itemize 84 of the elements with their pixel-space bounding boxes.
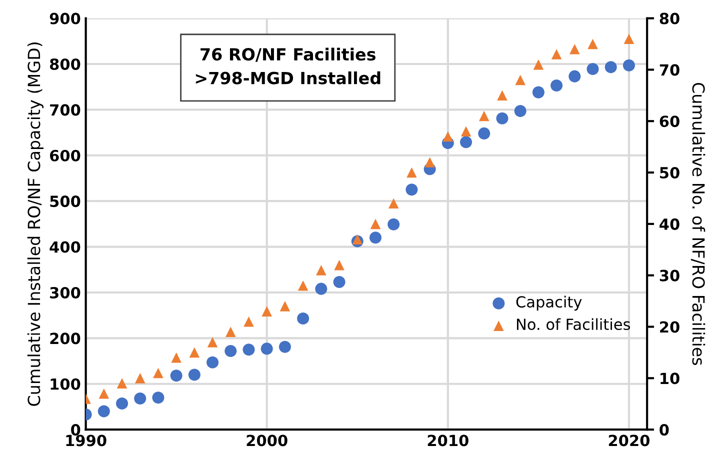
point bbox=[406, 167, 417, 178]
y2-tick-label: 30 bbox=[660, 270, 680, 282]
point bbox=[333, 276, 346, 288]
point bbox=[134, 392, 146, 405]
point bbox=[369, 232, 382, 244]
y-tick-label: 500 bbox=[50, 196, 80, 208]
point bbox=[98, 405, 110, 418]
y-tick-label: 0 bbox=[71, 424, 80, 436]
point bbox=[532, 86, 544, 98]
y2-tick-label: 60 bbox=[660, 116, 680, 128]
point bbox=[262, 306, 272, 316]
point bbox=[315, 282, 328, 295]
point bbox=[98, 388, 110, 399]
point bbox=[550, 79, 563, 92]
point bbox=[442, 131, 454, 142]
y2-tick-label: 70 bbox=[660, 64, 680, 76]
point bbox=[388, 218, 400, 230]
point bbox=[352, 234, 363, 245]
point bbox=[514, 105, 526, 118]
point bbox=[533, 59, 544, 70]
point bbox=[388, 198, 399, 209]
point bbox=[316, 265, 326, 276]
point bbox=[134, 373, 146, 384]
point bbox=[334, 260, 344, 270]
point bbox=[206, 356, 219, 368]
point bbox=[207, 337, 218, 348]
point bbox=[604, 61, 617, 74]
point bbox=[460, 126, 472, 137]
point bbox=[189, 347, 200, 358]
point bbox=[588, 38, 598, 50]
y-tick-label: 200 bbox=[50, 332, 80, 344]
y2-tick-label: 10 bbox=[660, 372, 680, 384]
legend-label: Capacity bbox=[516, 296, 582, 311]
point bbox=[568, 70, 581, 82]
point bbox=[171, 352, 182, 363]
point bbox=[297, 312, 310, 325]
point bbox=[116, 378, 128, 388]
point bbox=[570, 44, 580, 54]
point bbox=[551, 49, 562, 60]
point bbox=[224, 344, 237, 357]
y-axis-title: Cumulative Installed RO/NF Capacity (MGD) bbox=[27, 42, 44, 406]
point bbox=[260, 342, 273, 355]
point bbox=[242, 344, 255, 356]
point bbox=[153, 368, 164, 378]
y-tick-label: 300 bbox=[50, 286, 80, 298]
point bbox=[478, 110, 490, 122]
point bbox=[406, 184, 418, 196]
annotation: 76 RO/NF Facilities >798-MGD Installed bbox=[196, 48, 380, 84]
point bbox=[298, 280, 308, 291]
point bbox=[460, 136, 472, 148]
point bbox=[278, 340, 291, 353]
y-tick-label: 700 bbox=[50, 104, 80, 116]
y2-tick-label: 0 bbox=[660, 424, 669, 436]
point bbox=[515, 74, 526, 86]
point bbox=[188, 368, 200, 381]
x-tick-label: 2020 bbox=[608, 434, 650, 446]
y-tick-label: 900 bbox=[50, 12, 80, 24]
point bbox=[478, 127, 490, 140]
x-tick-label: 2010 bbox=[428, 434, 468, 446]
point bbox=[586, 62, 599, 76]
y2-tick-label: 20 bbox=[660, 321, 680, 333]
y2-tick-label: 50 bbox=[660, 166, 680, 179]
x-tick-label: 2000 bbox=[246, 434, 288, 446]
point bbox=[497, 90, 508, 101]
point bbox=[244, 316, 254, 327]
point bbox=[496, 112, 508, 124]
y-tick-label: 600 bbox=[50, 150, 80, 162]
point bbox=[622, 59, 635, 72]
y2-axis-title: Cumulative No. of NF/RO Facilities bbox=[690, 82, 706, 366]
legend-label: No. of Facilities bbox=[516, 318, 630, 330]
point bbox=[624, 34, 634, 44]
x-tick-label: 1990 bbox=[66, 434, 106, 446]
point bbox=[116, 398, 128, 410]
y2-tick-label: 80 bbox=[660, 12, 680, 24]
y2-tick-label: 40 bbox=[660, 218, 680, 230]
y-tick-label: 400 bbox=[50, 241, 80, 253]
point bbox=[170, 370, 182, 382]
point bbox=[152, 392, 164, 404]
point bbox=[370, 218, 381, 230]
point bbox=[225, 326, 236, 338]
point bbox=[424, 157, 435, 168]
y-tick-label: 800 bbox=[50, 58, 80, 70]
point bbox=[280, 301, 290, 312]
y-tick-label: 100 bbox=[50, 378, 80, 390]
